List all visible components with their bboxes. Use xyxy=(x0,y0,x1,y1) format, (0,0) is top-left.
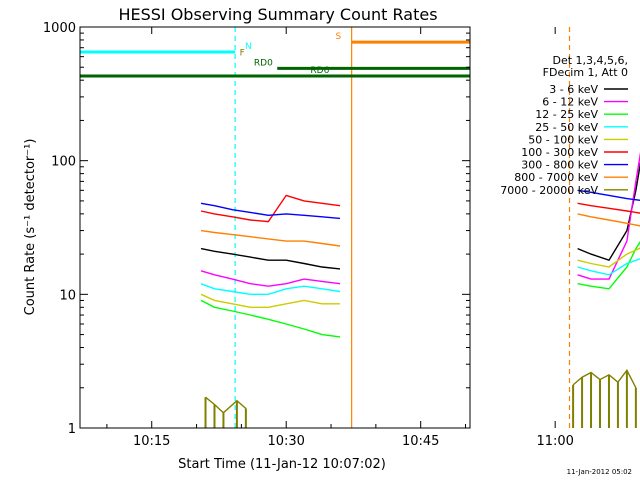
x-tick-label-2: 10:45 xyxy=(402,434,439,449)
footer-timestamp: 11-Jan-2012 05:02 xyxy=(567,468,632,476)
y-tick-label-2: 100 xyxy=(51,155,76,170)
state-label-s: S xyxy=(336,32,342,42)
legend-label-5: 100 - 300 keV xyxy=(521,146,598,159)
legend-label-4: 50 - 100 keV xyxy=(528,133,598,146)
legend-label-3: 25 - 50 keV xyxy=(535,121,598,134)
plot-frame xyxy=(79,26,471,429)
series-7-line-0 xyxy=(200,229,341,247)
state-label-n: N xyxy=(245,42,252,52)
legend-header-line-1: Det 1,3,4,5,6, xyxy=(552,54,628,67)
state-label-rd6: RD6 xyxy=(310,66,329,76)
x-tick-label-3: 11:00 xyxy=(536,434,573,449)
series-0-line-1 xyxy=(577,161,640,262)
series-3-line-0 xyxy=(200,283,341,295)
axes: 10:1510:3010:4511:0011:1511:3011:4511010… xyxy=(43,21,574,449)
x-axis-label: Start Time (11-Jan-12 10:07:02) xyxy=(178,457,386,472)
series-5-line-1 xyxy=(577,202,640,214)
series-7-line-1 xyxy=(577,213,640,227)
y-tick-label-0: 1 xyxy=(68,422,76,437)
series-0-line-0 xyxy=(200,247,341,270)
series-4-line-1 xyxy=(577,247,640,268)
legend-header-line-2: FDecim 1, Att 0 xyxy=(543,66,628,79)
legend-label-6: 300 - 800 keV xyxy=(521,159,598,172)
series-2-line-1 xyxy=(577,240,640,290)
legend-label-0: 3 - 6 keV xyxy=(549,83,598,96)
x-tick-label-0: 10:15 xyxy=(133,434,170,449)
legend-label-7: 800 - 7000 keV xyxy=(514,171,598,184)
legend: Det 1,3,4,5,6, FDecim 1, Att 0 3 - 6 keV… xyxy=(500,54,628,197)
series-4-line-0 xyxy=(200,293,340,308)
series-8-line-1 xyxy=(572,368,637,389)
x-tick-label-1: 10:30 xyxy=(267,434,304,449)
legend-label-1: 6 - 12 keV xyxy=(542,96,598,109)
y-axis-label: Count Rate (s⁻¹ detector⁻¹) xyxy=(23,139,38,316)
legend-label-2: 12 - 25 keV xyxy=(535,108,598,121)
chart-title: HESSI Observing Summary Count Rates xyxy=(118,5,437,24)
series-3-line-1 xyxy=(577,258,640,276)
series-6-line-1 xyxy=(577,189,640,201)
state-label-f: F xyxy=(240,49,245,59)
state-label-rd0: RD0 xyxy=(254,58,273,68)
series-2-line-0 xyxy=(200,299,341,338)
plot-area: N S F RD0 RD6 xyxy=(80,27,640,428)
series-1-line-0 xyxy=(200,270,341,287)
series-5-line-0 xyxy=(200,194,341,223)
series-6-line-0 xyxy=(200,202,341,220)
y-tick-label-1: 10 xyxy=(59,288,76,303)
legend-label-8: 7000 - 20000 keV xyxy=(500,184,598,197)
y-tick-label-3: 1000 xyxy=(43,21,76,36)
